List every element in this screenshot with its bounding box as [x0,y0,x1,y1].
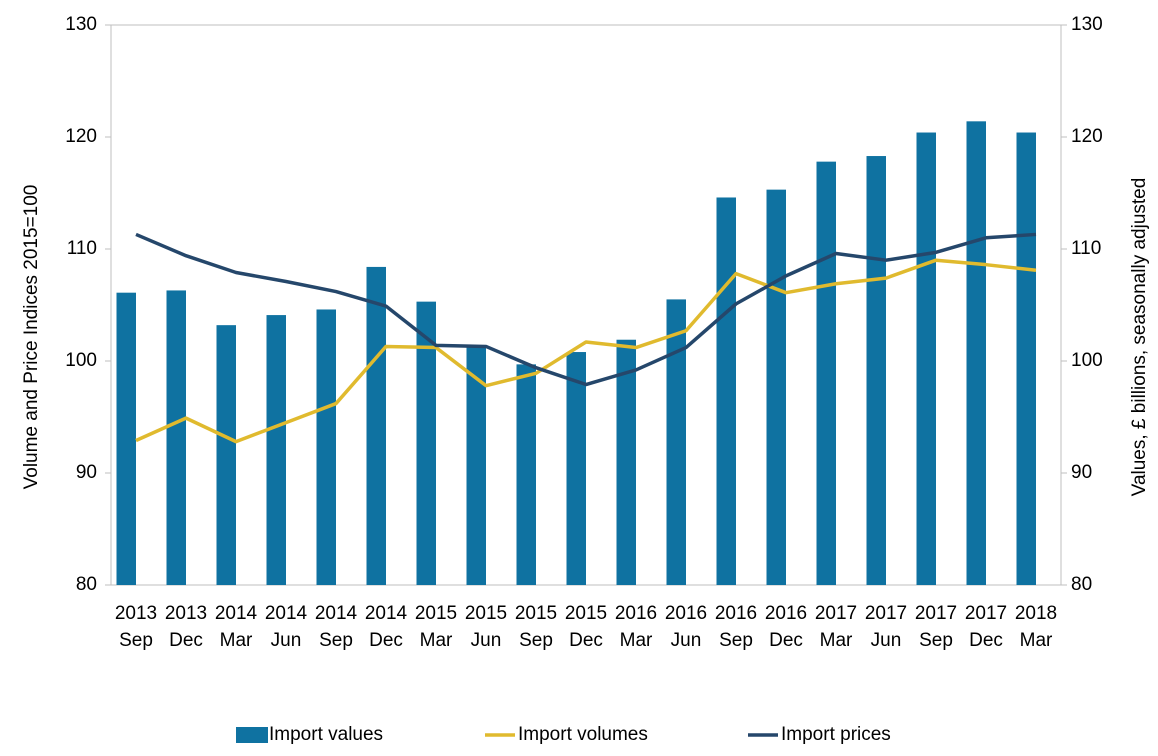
y-tick-label: 90 [76,462,97,483]
line [135,232,1037,387]
y-axis-title: Volume and Price Indices 2015=100 [21,185,42,490]
bar [316,309,336,585]
x-tick-label: 2014 [315,603,358,624]
x-tick-label: 2015 [515,603,557,624]
legend-label: Import values [269,724,383,745]
y2-tick-label: 130 [1071,14,1103,35]
y2-tick-label: 90 [1071,462,1092,483]
x-tick-label: 2017 [965,603,1007,624]
x-tick-label: 2014 [265,603,308,624]
x-tick-label: Sep [119,630,153,651]
bar [566,352,586,585]
x-tick-label: Sep [719,630,753,651]
x-tick-label: 2018 [1015,603,1057,624]
x-tick-label: Dec [569,630,603,651]
legend-swatch [236,727,268,743]
x-tick-label: 2017 [865,603,907,624]
bar [616,339,636,585]
x-tick-label: 2013 [165,603,207,624]
bar [166,290,186,585]
bar [266,315,286,585]
x-tick-label: 2015 [565,603,607,624]
x-tick-label: Mar [820,630,853,651]
bar [516,364,536,585]
x-tick-label: Sep [919,630,953,651]
bar [216,325,236,585]
x-tick-label: 2016 [665,603,707,624]
x-tick-label: Dec [169,630,203,651]
y2-axis-title: Values, £ billions, seasonally adjusted [1129,178,1150,497]
bar [416,301,436,585]
x-tick-label: Jun [871,630,902,651]
y2-tick-label: 80 [1071,574,1092,595]
y-tick-label: 110 [67,238,97,259]
bar [466,346,486,585]
y-tick-label: 80 [76,574,97,595]
x-tick-label: 2016 [765,603,807,624]
x-tick-label: 2015 [415,603,457,624]
bar [716,197,736,586]
bar [866,156,886,586]
y-tick-label: 100 [65,350,97,371]
bar [116,292,136,585]
x-tick-label: 2013 [115,603,157,624]
y-tick-label: 130 [65,14,97,35]
x-tick-label: Dec [369,630,403,651]
bar [916,132,936,585]
bar [816,161,836,585]
x-tick-label: Sep [519,630,553,651]
x-tick-label: 2017 [815,603,857,624]
bar [666,299,686,585]
y-tick-label: 120 [65,126,97,147]
x-tick-label: Sep [319,630,353,651]
x-tick-label: 2014 [365,603,408,624]
x-tick-label: 2016 [715,603,757,624]
x-tick-label: 2014 [215,603,258,624]
x-tick-label: Dec [769,630,803,651]
y2-tick-label: 110 [1071,238,1101,259]
bar [366,266,386,585]
bar [1016,132,1036,585]
legend-label: Import prices [781,724,891,745]
x-tick-label: Mar [620,630,653,651]
line [135,258,1037,444]
bar [966,121,986,585]
x-tick-label: 2015 [465,603,507,624]
x-tick-label: Mar [1020,630,1053,651]
bar [766,189,786,585]
x-tick-label: Mar [420,630,453,651]
x-tick-label: Jun [671,630,702,651]
x-tick-label: Mar [220,630,253,651]
legend-label: Import volumes [518,724,648,745]
y2-tick-label: 120 [1071,126,1103,147]
x-tick-label: 2017 [915,603,957,624]
y2-tick-label: 100 [1071,350,1103,371]
x-tick-label: Jun [471,630,502,651]
x-tick-label: 2016 [615,603,657,624]
x-tick-label: Jun [271,630,302,651]
x-tick-label: Dec [969,630,1003,651]
